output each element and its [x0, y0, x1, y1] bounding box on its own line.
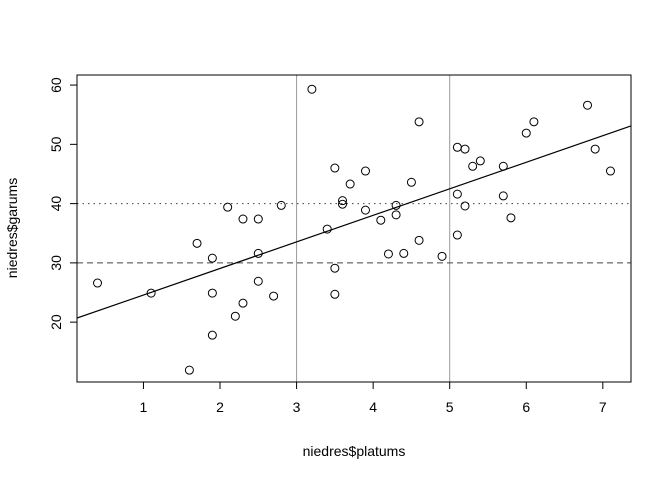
point [238, 298, 248, 308]
point [223, 202, 233, 212]
x-tick-label: 3 [293, 399, 301, 415]
point [506, 213, 516, 223]
point [307, 84, 317, 94]
point [330, 289, 340, 299]
point [590, 144, 600, 154]
point [207, 253, 217, 263]
point [460, 201, 470, 211]
point [207, 288, 217, 298]
x-tick-label: 4 [369, 399, 377, 415]
point [583, 100, 593, 110]
point [460, 144, 470, 154]
y-axis-label: niedres$garums [4, 178, 20, 278]
point [184, 365, 194, 375]
point [414, 235, 424, 245]
point [338, 196, 348, 206]
point [146, 288, 156, 298]
point [452, 230, 462, 240]
point [376, 215, 386, 225]
point [452, 189, 462, 199]
y-tick-label: 30 [48, 255, 64, 271]
point [383, 249, 393, 259]
point [269, 291, 279, 301]
point [207, 330, 217, 340]
point [276, 200, 286, 210]
x-axis-label: niedres$platums [303, 443, 406, 459]
x-tick-label: 2 [216, 399, 224, 415]
point [360, 166, 370, 176]
point [437, 251, 447, 261]
x-tick-label: 6 [522, 399, 530, 415]
point [330, 263, 340, 273]
y-tick-label: 50 [48, 136, 64, 152]
point [414, 117, 424, 127]
point [468, 161, 478, 171]
point [498, 191, 508, 201]
point [345, 179, 355, 189]
point [529, 117, 539, 127]
x-tick-label: 5 [446, 399, 454, 415]
point [93, 278, 103, 288]
point [322, 224, 332, 234]
point [338, 199, 348, 209]
point [391, 210, 401, 220]
y-tick-label: 20 [48, 314, 64, 330]
regression-line [77, 125, 631, 319]
y-tick-label: 60 [48, 77, 64, 93]
plot-frame [76, 74, 632, 383]
point [230, 311, 240, 321]
point [330, 163, 340, 173]
point [192, 238, 202, 248]
plot-area [77, 75, 631, 382]
point [391, 200, 401, 210]
point [521, 128, 531, 138]
point [238, 214, 248, 224]
point [253, 214, 263, 224]
point [399, 248, 409, 258]
point [605, 166, 615, 176]
x-tick-label: 1 [140, 399, 148, 415]
point [360, 205, 370, 215]
point [452, 142, 462, 152]
point [406, 177, 416, 187]
point [253, 248, 263, 258]
x-tick-label: 7 [599, 399, 607, 415]
point [253, 276, 263, 286]
point [475, 156, 485, 166]
point [498, 161, 508, 171]
y-tick-label: 40 [48, 196, 64, 212]
